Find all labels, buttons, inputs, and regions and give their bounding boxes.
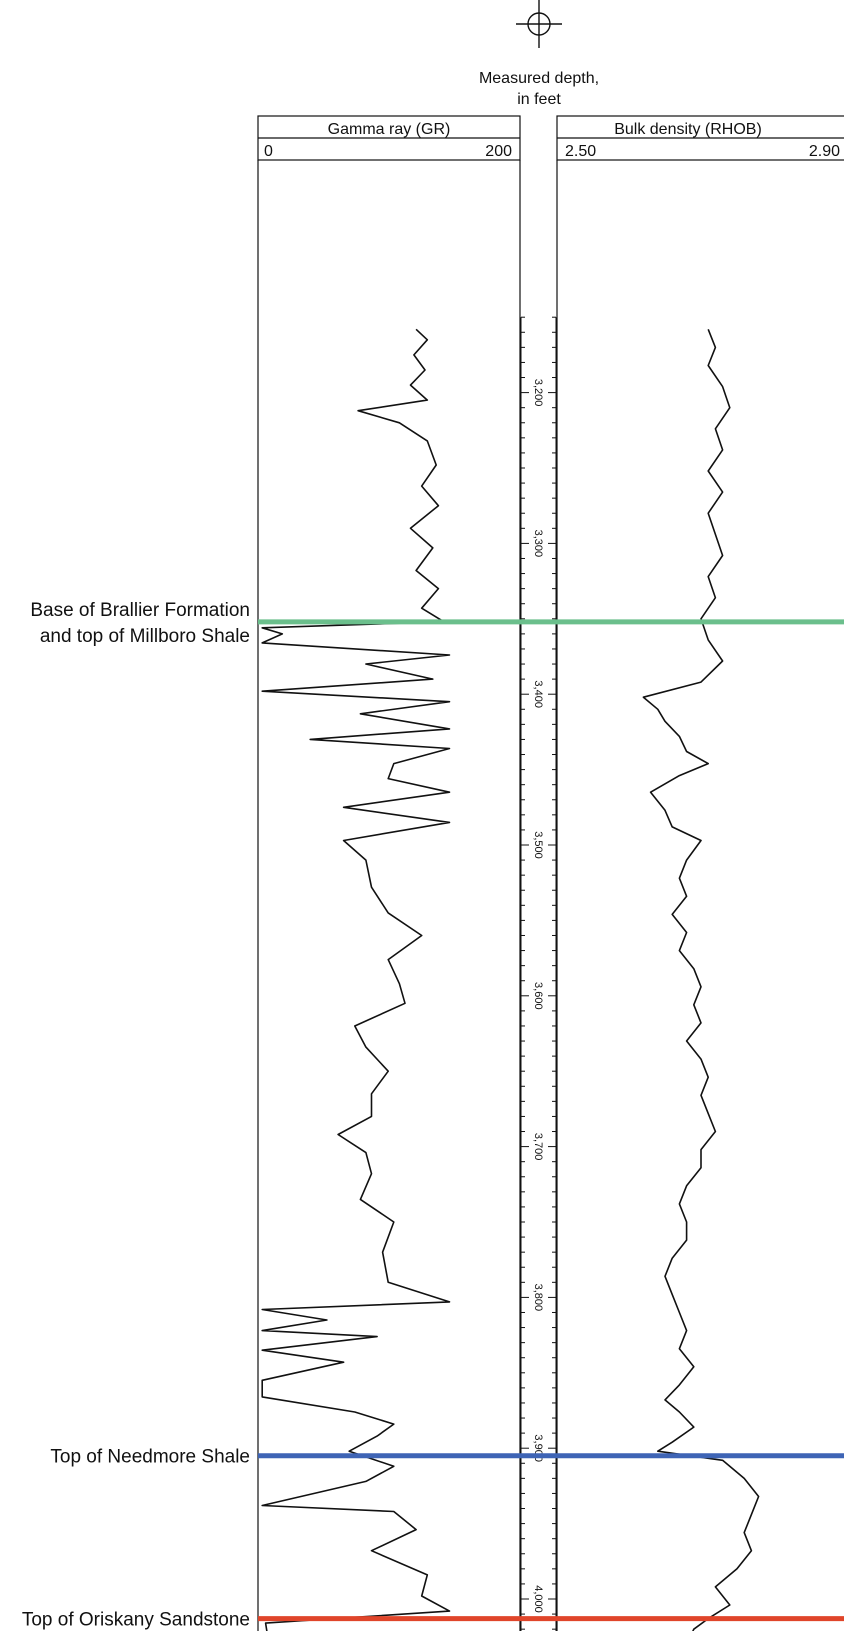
- gr-track-header: Gamma ray (GR) 0 200: [257, 115, 521, 161]
- rhob-track-header: Bulk density (RHOB) 2.50 2.90: [556, 115, 844, 161]
- formation-top-label: Top of Oriskany Sandstone: [22, 1610, 250, 1631]
- formation-top-label: and top of Millboro Shale: [40, 626, 250, 647]
- depth-track: 3,2003,3003,4003,5003,6003,7003,8003,900…: [520, 316, 557, 1631]
- depth-axis-title-line2: in feet: [517, 91, 561, 108]
- depth-tick-label: 3,400: [532, 680, 544, 708]
- depth-tick-label: 3,600: [532, 982, 544, 1010]
- gr-track-title: Gamma ray (GR): [328, 121, 451, 138]
- rhob-scale-max: 2.90: [809, 143, 840, 160]
- depth-tick-label: 3,700: [532, 1133, 544, 1161]
- depth-axis-title-line1: Measured depth,: [479, 70, 599, 87]
- formation-tops: Base of Brallier Formation and top of Mil…: [22, 600, 844, 1631]
- depth-tick-label: 3,500: [532, 831, 544, 859]
- formation-top-label: Base of Brallier Formation: [30, 600, 250, 621]
- gas-well-symbol-icon: [516, 0, 562, 48]
- depth-tick-label: 3,200: [532, 379, 544, 407]
- gamma-ray-curve: [261, 328, 451, 1631]
- depth-tick-label: 3,800: [532, 1284, 544, 1312]
- rhob-track-title: Bulk density (RHOB): [614, 121, 762, 138]
- depth-tick-label: 3,300: [532, 530, 544, 558]
- rhob-scale-min: 2.50: [565, 143, 596, 160]
- bulk-density-curve: [642, 329, 760, 1631]
- log-curves: [261, 328, 760, 1631]
- formation-top-label: Top of Needmore Shale: [50, 1447, 250, 1468]
- gr-scale-min: 0: [264, 143, 273, 160]
- depth-tick-label: 4,000: [532, 1585, 544, 1613]
- gr-scale-max: 200: [485, 143, 512, 160]
